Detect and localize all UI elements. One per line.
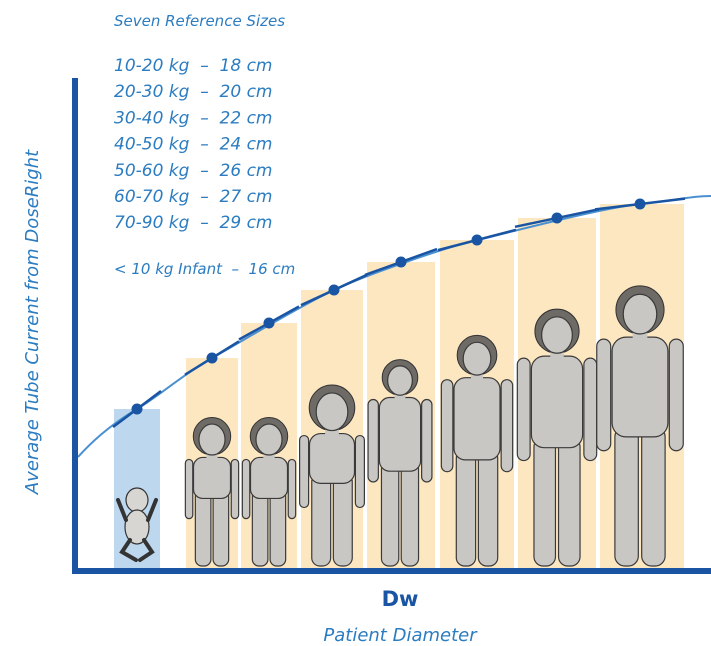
arm bbox=[441, 380, 453, 472]
leg bbox=[615, 427, 638, 566]
torso bbox=[251, 457, 288, 498]
arm bbox=[300, 436, 309, 508]
arm bbox=[517, 358, 530, 460]
torso bbox=[612, 337, 668, 437]
torso bbox=[531, 356, 582, 448]
leg bbox=[456, 450, 475, 566]
torso bbox=[454, 378, 500, 460]
leg bbox=[312, 473, 331, 566]
title: Seven Reference Sizes bbox=[114, 12, 285, 30]
point bbox=[635, 199, 646, 210]
arm bbox=[422, 400, 432, 482]
arm bbox=[242, 459, 249, 518]
point bbox=[264, 318, 275, 329]
reference-size: 70-90 kg – 29 cm bbox=[114, 213, 273, 233]
y-axis-label: Average Tube Current from DoseRight bbox=[22, 149, 43, 495]
x-axis-sublabel: Patient Diameter bbox=[323, 625, 478, 646]
head bbox=[542, 317, 573, 353]
arm bbox=[288, 459, 295, 518]
reference-size: 50-60 kg – 26 cm bbox=[114, 161, 273, 181]
point bbox=[329, 285, 340, 296]
point bbox=[207, 353, 218, 364]
reference-size: 40-50 kg – 24 cm bbox=[114, 135, 273, 155]
diagram: Seven Reference Sizes 10-20 kg – 18 cm 20… bbox=[0, 0, 711, 646]
head bbox=[623, 294, 656, 334]
head bbox=[199, 424, 225, 455]
leg bbox=[401, 461, 418, 566]
arm bbox=[597, 339, 611, 451]
leg bbox=[534, 438, 556, 566]
torso bbox=[379, 398, 420, 472]
torso bbox=[310, 434, 355, 484]
infant-label: < 10 kg Infant – 16 cm bbox=[114, 260, 295, 278]
leg bbox=[252, 488, 268, 566]
point bbox=[552, 213, 563, 224]
arm bbox=[355, 436, 364, 508]
leg bbox=[333, 473, 352, 566]
leg bbox=[195, 488, 211, 566]
arm bbox=[501, 380, 513, 472]
point bbox=[472, 235, 483, 246]
infant-head bbox=[126, 488, 148, 512]
reference-size: 10-20 kg – 18 cm bbox=[114, 56, 273, 76]
x-axis-label: Dw bbox=[382, 587, 419, 611]
leg bbox=[213, 488, 229, 566]
leg bbox=[559, 438, 581, 566]
reference-size: 30-40 kg – 22 cm bbox=[114, 108, 273, 128]
torso bbox=[194, 457, 231, 498]
point bbox=[396, 257, 407, 268]
leg bbox=[642, 427, 665, 566]
reference-size-list: 10-20 kg – 18 cm 20-30 kg – 20 cm 30-40 kg… bbox=[114, 56, 273, 233]
head bbox=[316, 393, 348, 431]
reference-size: 20-30 kg – 20 cm bbox=[114, 82, 273, 102]
arm bbox=[231, 459, 238, 518]
head bbox=[388, 366, 413, 395]
leg bbox=[270, 488, 286, 566]
head bbox=[463, 342, 491, 375]
leg bbox=[478, 450, 497, 566]
arm bbox=[669, 339, 683, 451]
point bbox=[132, 404, 143, 415]
arm bbox=[368, 400, 378, 482]
head bbox=[256, 424, 282, 455]
leg bbox=[381, 461, 398, 566]
reference-size: 60-70 kg – 27 cm bbox=[114, 187, 273, 207]
arm bbox=[185, 459, 192, 518]
arm bbox=[584, 358, 597, 460]
